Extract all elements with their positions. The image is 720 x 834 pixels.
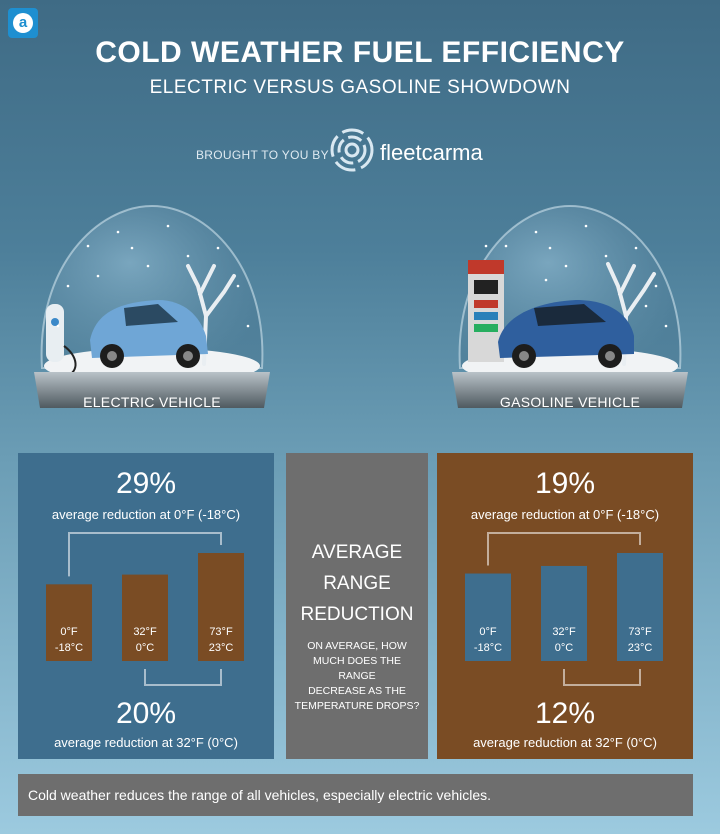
gasoline-bar-chart: 0°F -18°C 32°F 0°C 73°F 23°C <box>465 532 663 686</box>
gas-bar-label-0: 0°F <box>479 626 497 638</box>
mid-body-line: DECREASE AS THE <box>308 685 406 697</box>
gasoline-snow-globe: GASOLINE VEHICLE <box>446 196 694 432</box>
gas-bar-label-1: 0°C <box>555 642 574 654</box>
mid-title-line: AVERAGE <box>311 542 403 563</box>
fleetcarma-logo-icon <box>330 128 374 172</box>
ev-bottom-bracket <box>144 669 222 686</box>
corner-logo-glyph: a <box>13 13 33 33</box>
electric-globe-illustration <box>34 204 270 408</box>
page-subtitle: ELECTRIC VERSUS GASOLINE SHOWDOWN <box>149 77 571 98</box>
ev-bar-label-1: 0°C <box>136 642 155 654</box>
corner-logo: a <box>8 8 38 38</box>
mid-title-line: RANGE <box>323 573 391 594</box>
mid-body-line: MUCH DOES THE RANGE <box>313 655 401 682</box>
gas-top-bracket <box>487 532 641 566</box>
gas-bar-label-2: 73°F <box>628 626 652 638</box>
electric-panel: 29% average reduction at 0°F (-18°C) 0°F… <box>18 453 274 759</box>
electric-vehicle-label: ELECTRIC VEHICLE <box>83 394 221 410</box>
ev-top-caption: average reduction at 0°F (-18°C) <box>51 507 241 522</box>
ev-bar-0 <box>46 584 92 661</box>
gas-bar-label-0: -18°C <box>474 642 502 654</box>
brand-name: fleetcarma <box>380 140 483 165</box>
ev-bottom-percent: 20% <box>115 697 177 730</box>
gas-top-caption: average reduction at 0°F (-18°C) <box>470 507 660 522</box>
average-range-reduction-title: AVERAGE RANGE REDUCTION <box>286 537 428 630</box>
gas-bar-label-1: 32°F <box>552 626 576 638</box>
page-title: COLD WEATHER FUEL EFFICIENCY <box>95 36 625 69</box>
ev-bar-label-0: 0°F <box>60 626 78 638</box>
gas-bar-label-2: 23°C <box>628 642 653 654</box>
gas-bar-1 <box>541 565 587 661</box>
gas-bottom-bracket <box>563 669 641 686</box>
ev-bar-label-0: -18°C <box>55 642 83 654</box>
electric-snow-globe: ELECTRIC VEHICLE <box>28 196 276 432</box>
ev-bar-label-2: 73°F <box>209 626 233 638</box>
middle-panel: AVERAGE RANGE REDUCTION ON AVERAGE, HOW … <box>286 453 428 759</box>
gasoline-globe-illustration <box>452 204 688 408</box>
gas-bar-2 <box>617 553 663 661</box>
brought-to-you-by: BROUGHT TO YOU BY <box>196 148 329 162</box>
mid-title-line: REDUCTION <box>300 604 414 625</box>
ev-top-percent: 29% <box>115 467 177 500</box>
ev-bottom-caption: average reduction at 32°F (0°C) <box>54 735 238 750</box>
middle-description: ON AVERAGE, HOW MUCH DOES THE RANGE DECR… <box>294 639 420 714</box>
footer-note: Cold weather reduces the range of all ve… <box>18 774 693 816</box>
electric-bar-chart: 0°F -18°C 32°F 0°C 73°F 23°C <box>46 532 244 686</box>
mid-body-line: ON AVERAGE, HOW <box>307 640 407 652</box>
gas-bottom-caption: average reduction at 32°F (0°C) <box>473 735 657 750</box>
gasoline-vehicle-label: GASOLINE VEHICLE <box>499 394 641 410</box>
ev-bar-label-2: 23°C <box>209 642 234 654</box>
gas-bar-0 <box>465 573 511 661</box>
mid-body-line: TEMPERATURE DROPS? <box>294 700 420 712</box>
gas-top-percent: 19% <box>534 467 596 500</box>
ev-bar-2 <box>198 553 244 661</box>
ev-top-bracket <box>68 532 222 577</box>
ev-bar-label-1: 32°F <box>133 626 157 638</box>
gas-bottom-percent: 12% <box>534 697 596 730</box>
ev-bar-1 <box>122 574 168 661</box>
gasoline-panel: 19% average reduction at 0°F (-18°C) 0°F… <box>437 453 693 759</box>
